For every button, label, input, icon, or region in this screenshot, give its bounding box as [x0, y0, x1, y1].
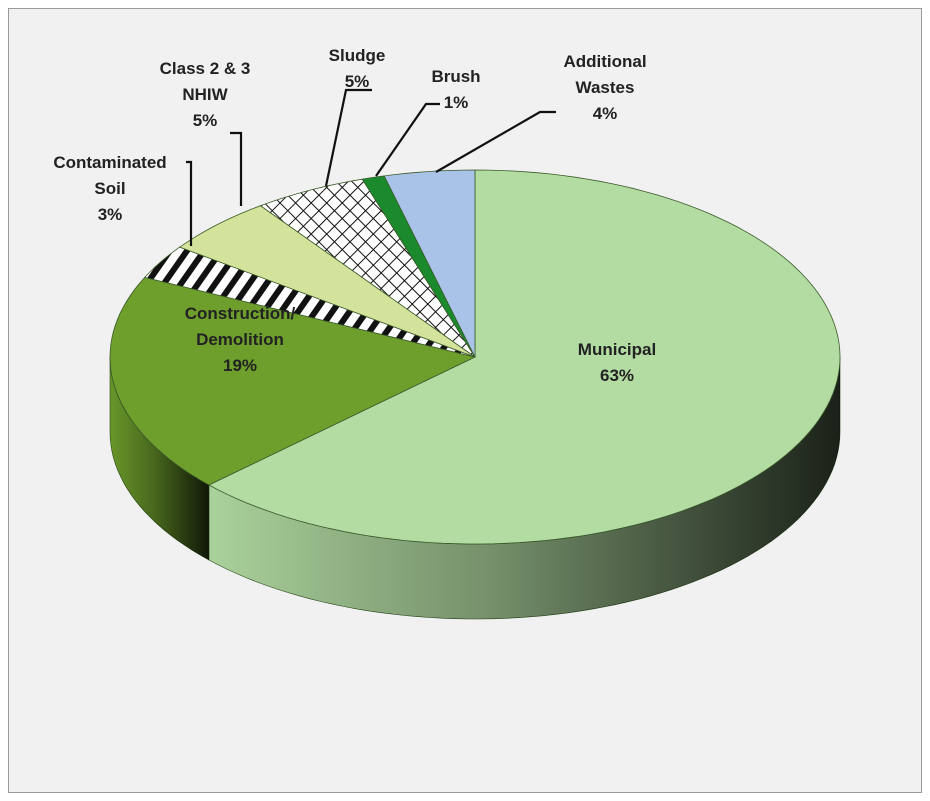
- category-label: Sludge: [328, 46, 386, 65]
- leader-line: [435, 110, 556, 173]
- value-label: 5%: [192, 111, 218, 130]
- value-label: 4%: [592, 104, 618, 123]
- category-label: Contaminated Soil: [53, 153, 167, 198]
- value-label: 5%: [344, 72, 370, 91]
- slice: [208, 169, 841, 545]
- category-label: Brush: [431, 67, 481, 86]
- leader-line: [186, 160, 193, 246]
- leader-line: [375, 102, 440, 177]
- slice-label: Additional Wastes 4%: [563, 49, 646, 127]
- category-label: Class 2 & 3 NHIW: [159, 59, 251, 104]
- leader-line: [230, 131, 243, 206]
- value-label: 19%: [222, 356, 258, 375]
- leader-line: [324, 88, 372, 187]
- slice: [259, 178, 476, 358]
- slice: [383, 169, 476, 358]
- slice-label: Class 2 & 3 NHIW 5%: [160, 56, 251, 134]
- value-label: 1%: [443, 93, 469, 112]
- slice-label: Sludge 5%: [329, 43, 386, 95]
- slice-label: Contaminated Soil 3%: [53, 150, 166, 228]
- slice-label: Municipal 63%: [578, 337, 656, 389]
- category-label: Construction/ Demolition: [184, 304, 296, 349]
- slice: [143, 246, 476, 358]
- value-label: 3%: [97, 205, 123, 224]
- value-label: 63%: [599, 366, 635, 385]
- category-label: Municipal: [577, 340, 657, 359]
- slice: [109, 276, 477, 486]
- category-label: Additional Wastes: [563, 52, 647, 97]
- slice-label: Brush 1%: [431, 64, 480, 116]
- slice-label: Construction/ Demolition 19%: [185, 301, 296, 379]
- slice-side-shade: [110, 357, 209, 560]
- slice: [178, 205, 476, 358]
- slice-side-shade: [208, 357, 840, 619]
